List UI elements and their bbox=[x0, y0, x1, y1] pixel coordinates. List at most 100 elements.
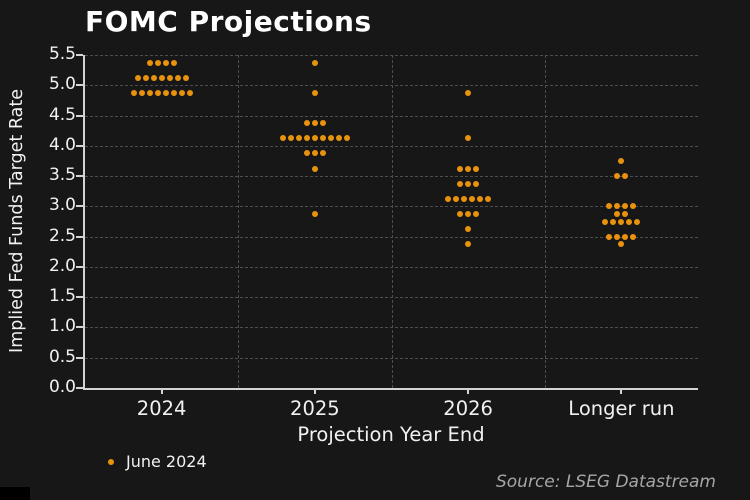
projection-dot bbox=[473, 165, 480, 172]
v-gridline bbox=[544, 55, 546, 388]
x-tick-mark bbox=[160, 388, 163, 394]
projection-dot bbox=[311, 59, 318, 66]
projection-dot bbox=[622, 203, 629, 210]
y-tick-mark bbox=[76, 356, 83, 359]
projection-dot bbox=[130, 89, 137, 96]
projection-dot bbox=[146, 89, 153, 96]
y-tick-label: 5.5 bbox=[48, 44, 76, 64]
y-tick-label: 5.0 bbox=[48, 74, 76, 95]
projection-dot bbox=[154, 59, 161, 66]
projection-dot bbox=[606, 233, 613, 240]
projection-dot bbox=[150, 74, 157, 81]
projection-dot bbox=[134, 74, 141, 81]
projection-dot bbox=[311, 210, 318, 217]
y-tick-mark bbox=[76, 144, 83, 147]
x-tick-label-2024: 2024 bbox=[136, 397, 187, 420]
projection-dot bbox=[626, 218, 633, 225]
v-gridline bbox=[391, 55, 393, 388]
y-tick-label: 4.5 bbox=[48, 104, 76, 125]
projection-dot bbox=[477, 195, 484, 202]
legend-dot-icon bbox=[108, 458, 114, 465]
projection-dot bbox=[610, 218, 617, 225]
projection-dot bbox=[622, 233, 629, 240]
y-tick-label: 2.5 bbox=[48, 225, 76, 246]
projection-dot bbox=[174, 74, 181, 81]
x-tick-label-2025: 2025 bbox=[290, 397, 340, 420]
projection-dot bbox=[170, 89, 177, 96]
legend-label: June 2024 bbox=[126, 452, 207, 471]
projection-dot bbox=[142, 74, 149, 81]
corner-mark bbox=[0, 487, 30, 500]
projection-dot bbox=[630, 203, 637, 210]
y-tick-mark bbox=[76, 387, 83, 389]
projection-dot bbox=[465, 210, 472, 217]
y-tick-mark bbox=[76, 265, 83, 268]
x-axis-line bbox=[83, 388, 698, 390]
y-tick-mark bbox=[76, 326, 83, 329]
projection-dot bbox=[465, 241, 472, 248]
x-tick-label-longer-run: Longer run bbox=[568, 397, 675, 420]
projection-dot bbox=[287, 135, 294, 142]
projection-dot bbox=[158, 74, 165, 81]
projection-dot bbox=[335, 135, 342, 142]
projection-dot bbox=[614, 233, 621, 240]
projection-dot bbox=[606, 203, 613, 210]
projection-dot bbox=[485, 195, 492, 202]
projection-dot bbox=[465, 89, 472, 96]
projection-dot bbox=[295, 135, 302, 142]
projection-dot bbox=[279, 135, 286, 142]
projection-dot bbox=[457, 210, 464, 217]
x-tick-mark bbox=[620, 388, 623, 394]
projection-dot bbox=[178, 89, 185, 96]
legend: June 2024 bbox=[108, 452, 207, 471]
projection-dot bbox=[311, 150, 318, 157]
y-axis-line bbox=[83, 55, 85, 390]
projection-dot bbox=[461, 195, 468, 202]
y-axis-label: Implied Fed Funds Target Rate bbox=[7, 89, 27, 353]
y-tick-label: 4.0 bbox=[48, 134, 76, 155]
x-axis-label: Projection Year End bbox=[297, 423, 485, 446]
source-credit: Source: LSEG Datastream bbox=[495, 472, 716, 492]
projection-dot bbox=[154, 89, 161, 96]
y-tick-label: 1.0 bbox=[48, 316, 76, 337]
projection-dot bbox=[614, 173, 621, 180]
projection-dot bbox=[622, 210, 629, 217]
projection-dot bbox=[166, 74, 173, 81]
projection-dot bbox=[457, 180, 464, 187]
projection-dot bbox=[465, 226, 472, 233]
y-tick-label: 1.5 bbox=[48, 286, 76, 307]
y-tick-label: 3.5 bbox=[48, 165, 76, 186]
y-tick-mark bbox=[76, 54, 83, 56]
projection-dot bbox=[634, 218, 641, 225]
projection-dot bbox=[162, 59, 169, 66]
projection-dot bbox=[343, 135, 350, 142]
y-tick-mark bbox=[76, 114, 83, 117]
projection-dot bbox=[162, 89, 169, 96]
projection-dot bbox=[473, 180, 480, 187]
x-tick-mark bbox=[467, 388, 470, 394]
y-tick-label: 3.0 bbox=[48, 195, 76, 216]
y-tick-mark bbox=[76, 296, 83, 299]
projection-dot bbox=[618, 241, 625, 248]
projection-dot bbox=[618, 218, 625, 225]
projection-dot bbox=[602, 218, 609, 225]
chart-title: FOMC Projections bbox=[85, 5, 372, 38]
projection-dot bbox=[319, 120, 326, 127]
projection-dot bbox=[319, 135, 326, 142]
projection-dot bbox=[303, 120, 310, 127]
projection-dot bbox=[303, 150, 310, 157]
projection-dot bbox=[453, 195, 460, 202]
y-tick-mark bbox=[76, 175, 83, 178]
projection-dot bbox=[327, 135, 334, 142]
y-tick-mark bbox=[76, 84, 83, 87]
projection-dot bbox=[138, 89, 145, 96]
projection-dot bbox=[311, 165, 318, 172]
projection-dot bbox=[303, 135, 310, 142]
projection-dot bbox=[311, 120, 318, 127]
y-tick-mark bbox=[76, 235, 83, 238]
projection-dot bbox=[186, 89, 193, 96]
projection-dot bbox=[445, 195, 452, 202]
projection-dot bbox=[170, 59, 177, 66]
x-tick-mark bbox=[313, 388, 316, 394]
